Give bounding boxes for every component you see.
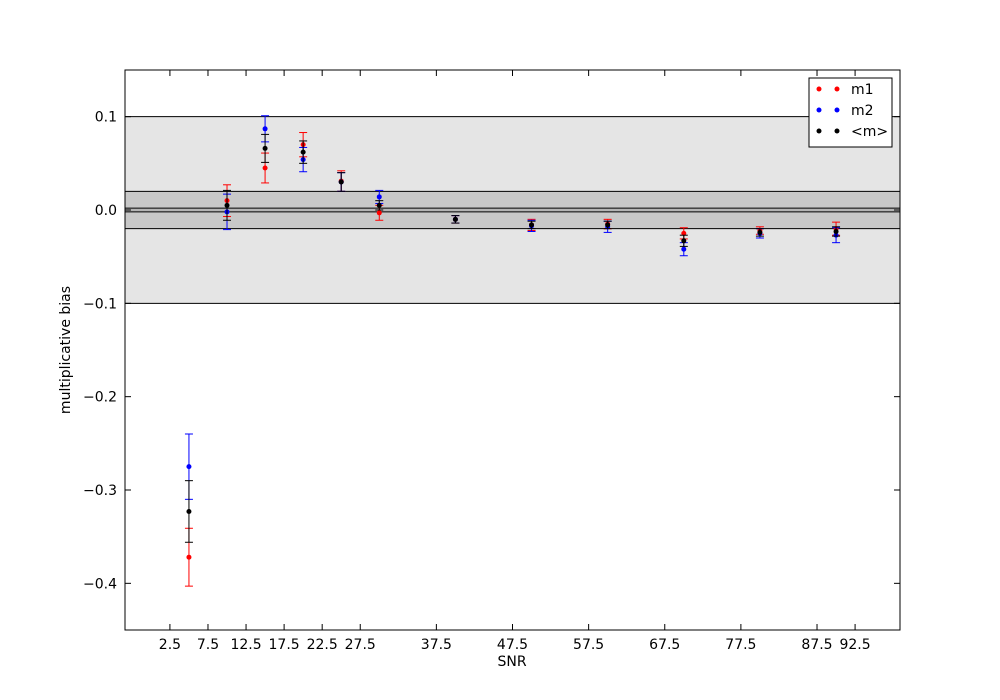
- point: [452, 216, 458, 222]
- point: [529, 222, 535, 228]
- x-tick-label: 67.5: [649, 637, 680, 653]
- x-tick-label: 7.5: [197, 637, 219, 653]
- point: [300, 149, 306, 155]
- legend-label: m2: [851, 103, 874, 119]
- point: [262, 145, 268, 151]
- x-tick-label: 12.5: [230, 637, 261, 653]
- legend-label: <m>: [851, 124, 888, 140]
- legend-marker: [816, 107, 822, 113]
- y-tick-label: −0.1: [83, 296, 117, 312]
- point: [186, 464, 192, 470]
- legend-marker: [834, 107, 840, 113]
- x-tick-label: 92.5: [839, 637, 870, 653]
- x-tick-label: 17.5: [269, 637, 300, 653]
- band: [125, 208, 900, 212]
- legend-marker: [834, 86, 840, 92]
- y-tick-label: −0.4: [83, 576, 117, 592]
- x-axis-label: SNR: [497, 654, 526, 670]
- y-tick-label: 0.0: [95, 203, 117, 219]
- x-tick-label: 2.5: [159, 637, 181, 653]
- x-tick-label: 27.5: [345, 637, 376, 653]
- y-axis-label: multiplicative bias: [58, 286, 74, 414]
- point: [757, 229, 763, 235]
- point: [605, 222, 611, 228]
- point: [262, 126, 268, 132]
- plot-frame: [124, 69, 901, 631]
- y-tick-label: 0.1: [95, 110, 117, 126]
- legend-marker: [834, 128, 840, 134]
- point: [681, 230, 687, 236]
- x-tick-label: 47.5: [497, 637, 528, 653]
- point: [681, 238, 687, 244]
- point: [376, 194, 382, 200]
- x-tick-label: 22.5: [307, 637, 338, 653]
- y-tick-label: −0.3: [83, 483, 117, 499]
- y-tick-label: −0.2: [83, 390, 117, 406]
- point: [338, 179, 344, 185]
- point: [224, 202, 230, 208]
- x-tick-label: 87.5: [801, 637, 832, 653]
- legend-marker: [816, 86, 822, 92]
- legend-label: m1: [851, 82, 874, 98]
- legend-marker: [816, 128, 822, 134]
- point: [833, 228, 839, 234]
- point: [376, 210, 382, 216]
- point: [186, 508, 192, 514]
- x-tick-label: 77.5: [725, 637, 756, 653]
- point: [376, 202, 382, 208]
- x-tick-label: 57.5: [573, 637, 604, 653]
- legend-box: [808, 77, 893, 148]
- x-tick-label: 37.5: [421, 637, 452, 653]
- point: [681, 246, 687, 252]
- point: [262, 165, 268, 171]
- point: [186, 554, 192, 560]
